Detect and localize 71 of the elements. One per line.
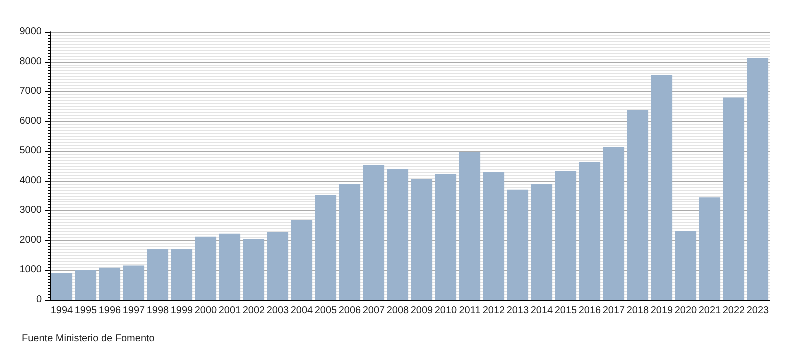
- x-tick-label: 2015: [554, 306, 578, 316]
- source-note: Fuente Ministerio de Fomento: [22, 334, 156, 344]
- bar: [435, 174, 457, 300]
- bar: [651, 75, 673, 300]
- x-tick-label: 2002: [242, 306, 266, 316]
- bar: [579, 162, 601, 300]
- bar: [699, 198, 721, 300]
- x-tick-label: 2001: [218, 306, 242, 316]
- bar: [195, 236, 217, 300]
- bar: [387, 169, 409, 300]
- bar: [747, 58, 769, 300]
- y-tick-label: 2000: [20, 234, 42, 246]
- x-tick-label: 2003: [266, 306, 290, 316]
- x-tick-label: 2006: [338, 306, 362, 316]
- bar: [123, 266, 145, 300]
- bar: [51, 273, 73, 300]
- x-tick-label: 2021: [698, 306, 722, 316]
- x-tick-label: 2007: [362, 306, 386, 316]
- bar: [723, 98, 745, 300]
- x-tick-label: 2022: [722, 306, 746, 316]
- bar: [675, 232, 697, 300]
- bar: [171, 249, 193, 300]
- bar: [411, 179, 433, 300]
- x-tick-label: 1997: [122, 306, 146, 316]
- y-tick-label: 0: [36, 294, 42, 306]
- y-tick-label: 4000: [20, 175, 42, 186]
- bar: [75, 270, 97, 300]
- bar: [339, 184, 361, 300]
- x-tick-label: 2018: [626, 306, 650, 316]
- bar: [627, 110, 649, 300]
- x-tick-label: 2000: [194, 306, 218, 316]
- bar: [507, 190, 529, 300]
- bar: [99, 268, 121, 300]
- x-tick-label: 2011: [459, 306, 482, 316]
- y-tick-label: 9000: [20, 26, 42, 38]
- bar: [219, 234, 241, 300]
- bar: [291, 220, 313, 300]
- x-tick-label: 2010: [434, 306, 458, 316]
- y-tick-label: 1000: [20, 264, 42, 276]
- y-tick-label: 8000: [20, 56, 42, 68]
- x-tick-label: 1999: [170, 306, 194, 316]
- bar: [363, 165, 385, 300]
- bar: [531, 184, 553, 300]
- bar: [267, 232, 289, 300]
- y-tick-label: 7000: [20, 86, 42, 98]
- x-tick-label: 2014: [530, 306, 554, 316]
- x-tick-label: 2016: [578, 306, 602, 316]
- bar: [459, 152, 481, 300]
- x-tick-label: 2017: [602, 306, 626, 316]
- bar: [315, 195, 337, 300]
- bar: [147, 249, 169, 300]
- bar: [603, 148, 625, 300]
- y-tick-label: 3000: [20, 205, 42, 216]
- x-tick-label: 1998: [146, 306, 170, 316]
- x-tick-label: 1995: [74, 306, 98, 316]
- x-tick-label: 2009: [410, 306, 434, 316]
- x-tick-label: 2019: [650, 306, 674, 316]
- x-tick-label: 1996: [98, 306, 122, 316]
- bar: [483, 172, 505, 300]
- bar: [243, 238, 265, 300]
- x-tick-label: 2004: [290, 306, 314, 316]
- x-tick-label: 2012: [482, 306, 506, 316]
- y-tick-label: 5000: [20, 146, 42, 157]
- x-tick-label: 2005: [314, 306, 338, 316]
- y-tick-label: 6000: [20, 116, 42, 127]
- bar: [555, 171, 577, 300]
- x-tick-label: 2023: [746, 306, 770, 316]
- x-tick-label: 1994: [50, 306, 74, 316]
- x-tick-label: 2020: [674, 306, 698, 316]
- x-tick-label: 2008: [386, 306, 410, 316]
- x-tick-label: 2013: [506, 306, 530, 316]
